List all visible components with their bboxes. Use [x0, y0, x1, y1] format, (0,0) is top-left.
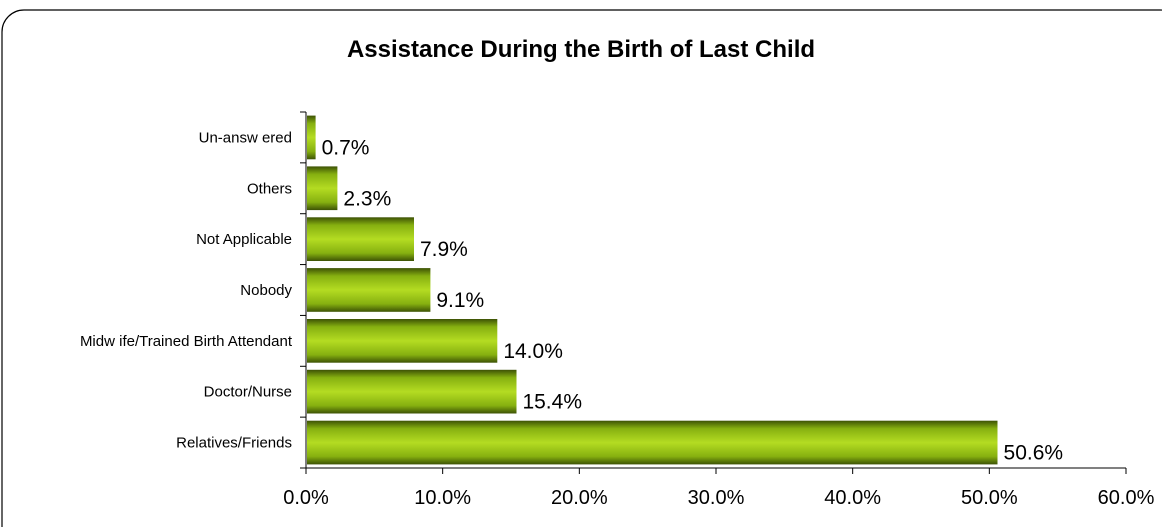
category-label: Others — [247, 180, 292, 197]
bar — [307, 369, 517, 414]
x-tick-label: 60.0% — [1098, 487, 1155, 509]
x-tick-label: 50.0% — [961, 487, 1018, 509]
bar — [307, 319, 498, 363]
category-label: Doctor/Nurse — [204, 384, 292, 401]
bar — [307, 217, 414, 261]
bar — [307, 115, 316, 160]
chart-border — [1, 9, 1162, 527]
category-label: Not Applicable — [196, 231, 292, 248]
category-label: Nobody — [240, 282, 292, 299]
category-label: Un-answ ered — [199, 129, 292, 146]
bar — [307, 166, 338, 211]
data-label: 9.1% — [436, 289, 484, 312]
data-label: 0.7% — [322, 136, 370, 159]
data-label: 15.4% — [522, 391, 582, 414]
x-tick-label: 20.0% — [551, 487, 608, 509]
chart-title: Assistance During the Birth of Last Chil… — [347, 36, 815, 63]
x-tick-label: 0.0% — [283, 487, 329, 509]
bars: Un-answ ered 0.7% Others 2.3% Not Applicable… — [80, 115, 1064, 465]
x-axis: 0.0% 10.0% 20.0% 30.0% 40.0% 50.0% 60.0% — [283, 111, 1155, 509]
x-tick-label: 40.0% — [824, 487, 881, 509]
data-label: 50.6% — [1004, 442, 1064, 465]
data-label: 14.0% — [503, 340, 563, 363]
bar — [307, 420, 998, 465]
x-tick-label: 30.0% — [688, 487, 745, 509]
bar — [307, 268, 431, 312]
category-label: Relatives/Friends — [176, 435, 292, 452]
category-label: Midw ife/Trained Birth Attendant — [80, 333, 293, 350]
x-tick-label: 10.0% — [414, 487, 471, 509]
data-label: 2.3% — [343, 187, 391, 210]
data-label: 7.9% — [420, 238, 468, 261]
